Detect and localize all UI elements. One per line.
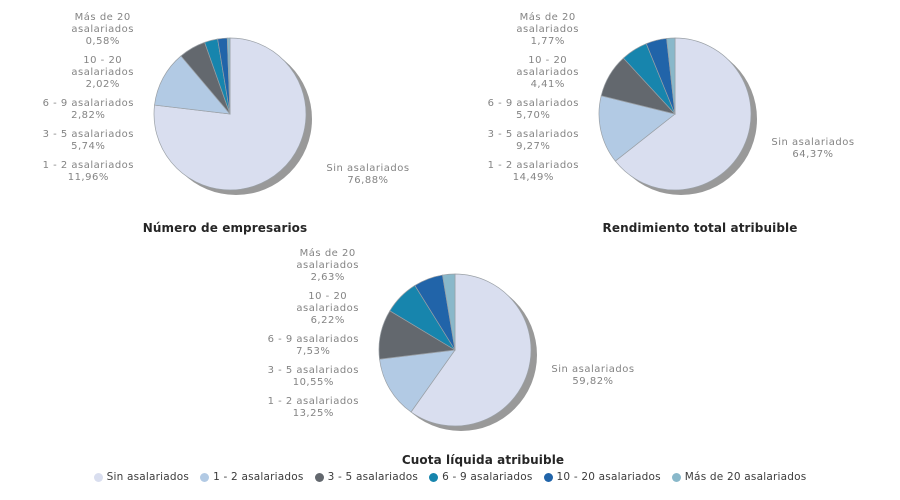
slice-label-value: 76,88% (347, 175, 389, 186)
slice-label-3-5-asalariados: 3 - 5 asalariados 10,55% (267, 365, 359, 388)
pie-slice-mas-de-20-asalariados (666, 37, 676, 115)
chart-rendimiento-total-atribuible: Más de 20 asalariados 1,77% 10 - 20 asalaria… (445, 0, 895, 250)
chart-title: Número de empresarios (142, 221, 308, 235)
slice-label-1-2-asalariados: 1 - 2 asalariados 14,49% (487, 160, 579, 183)
pie-slice-1-2-asalariados (379, 349, 456, 413)
slice-label-6-9-asalariados: 6 - 9 asalariados 7,53% (267, 334, 359, 357)
slice-label-3-5-asalariados: 3 - 5 asalariados 9,27% (487, 129, 579, 152)
legend-item-1-2-asalariados: 1 - 2 asalariados (200, 471, 303, 483)
legend-item-10-20-asalariados: 10 - 20 asalariados (543, 471, 661, 483)
pie-slice-sin-asalariados (614, 37, 752, 191)
legend-label: 3 - 5 asalariados (327, 471, 419, 483)
slice-label-3-5-asalariados: 3 - 5 asalariados 5,74% (42, 129, 134, 152)
slice-label-10-20-asalariados: 10 - 20 asalariados 2,02% (71, 55, 134, 90)
pie-slice-1-2-asalariados (598, 95, 676, 162)
slice-label-mas-de-20-asalariados: Más de 20 asalariados 1,77% (516, 12, 579, 47)
legend-label: 6 - 9 asalariados (442, 471, 533, 483)
legend-label: Más de 20 asalariados (684, 471, 807, 483)
slice-labels-left: Más de 20 asalariados 0,58% 10 - 20 asalaria… (43, 12, 134, 184)
slice-label-category: Sin asalariados (551, 364, 635, 375)
legend-item-sin-asalariados: Sin asalariados (93, 471, 190, 483)
slice-label-mas-de-20-asalariados: Más de 20 asalariados 2,63% (296, 248, 359, 283)
slice-label-value: 59,82% (572, 376, 614, 387)
legend-marker-icon (314, 472, 324, 482)
slice-label-1-2-asalariados: 1 - 2 asalariados 11,96% (42, 160, 134, 183)
legend-item-mas-de-20-asalariados: Más de 20 asalariados (671, 471, 807, 483)
chart-title: Cuota líquida atribuible (401, 453, 565, 467)
slice-label-sin-asalariados: Sin asalariados 59,82% (531, 364, 655, 388)
pie-numero-de-empresarios (153, 37, 312, 195)
legend-label: 1 - 2 asalariados (213, 471, 304, 483)
slice-label-10-20-asalariados: 10 - 20 asalariados 6,22% (296, 291, 359, 326)
slice-labels-left: Más de 20 asalariados 2,63% 10 - 20 asalaria… (268, 248, 359, 420)
pie-slice-mas-de-20-asalariados (442, 273, 456, 351)
slice-label-mas-de-20-asalariados: Más de 20 asalariados 0,58% (71, 12, 134, 47)
slice-label-category: Sin asalariados (771, 137, 855, 148)
legend-item-6-9-asalariados: 6 - 9 asalariados (429, 471, 532, 483)
slice-label-6-9-asalariados: 6 - 9 asalariados 2,82% (42, 98, 134, 121)
legend-marker-icon (93, 472, 103, 482)
pie-slice-sin-asalariados (410, 273, 532, 427)
legend-label: Sin asalariados (106, 471, 190, 483)
legend-marker-icon (200, 472, 210, 482)
chart-cuota-liquida-atribuible: Más de 20 asalariados 2,63% 10 - 20 asalaria… (225, 236, 675, 486)
slice-label-6-9-asalariados: 6 - 9 asalariados 5,70% (487, 98, 579, 121)
legend-item-3-5-asalariados: 3 - 5 asalariados (314, 471, 419, 483)
pie-slice-sin-asalariados (153, 37, 307, 191)
chart-numero-de-empresarios: Más de 20 asalariados 0,58% 10 - 20 asalaria… (0, 0, 450, 250)
legend: Sin asalariados 1 - 2 asalariados 3 - 5 as… (0, 471, 900, 483)
legend-marker-icon (429, 472, 439, 482)
legend-marker-icon (543, 472, 553, 482)
chart-title: Rendimiento total atribuible (602, 221, 798, 235)
slice-label-10-20-asalariados: 10 - 20 asalariados 4,41% (516, 55, 579, 90)
slice-labels-left: Más de 20 asalariados 1,77% 10 - 20 asalaria… (488, 12, 579, 184)
legend-label: 10 - 20 asalariados (556, 471, 661, 483)
pie-slice-mas-de-20-asalariados (226, 37, 231, 115)
slice-label-value: 64,37% (792, 149, 834, 160)
slice-label-sin-asalariados: Sin asalariados 64,37% (751, 137, 875, 161)
pie-cuota-liquida-atribuible (378, 273, 537, 431)
slice-label-category: Sin asalariados (326, 163, 410, 174)
pie-rendimiento-total-atribuible (598, 37, 757, 195)
slice-label-1-2-asalariados: 1 - 2 asalariados 13,25% (267, 396, 359, 419)
legend-marker-icon (671, 472, 681, 482)
slice-label-sin-asalariados: Sin asalariados 76,88% (306, 163, 430, 187)
